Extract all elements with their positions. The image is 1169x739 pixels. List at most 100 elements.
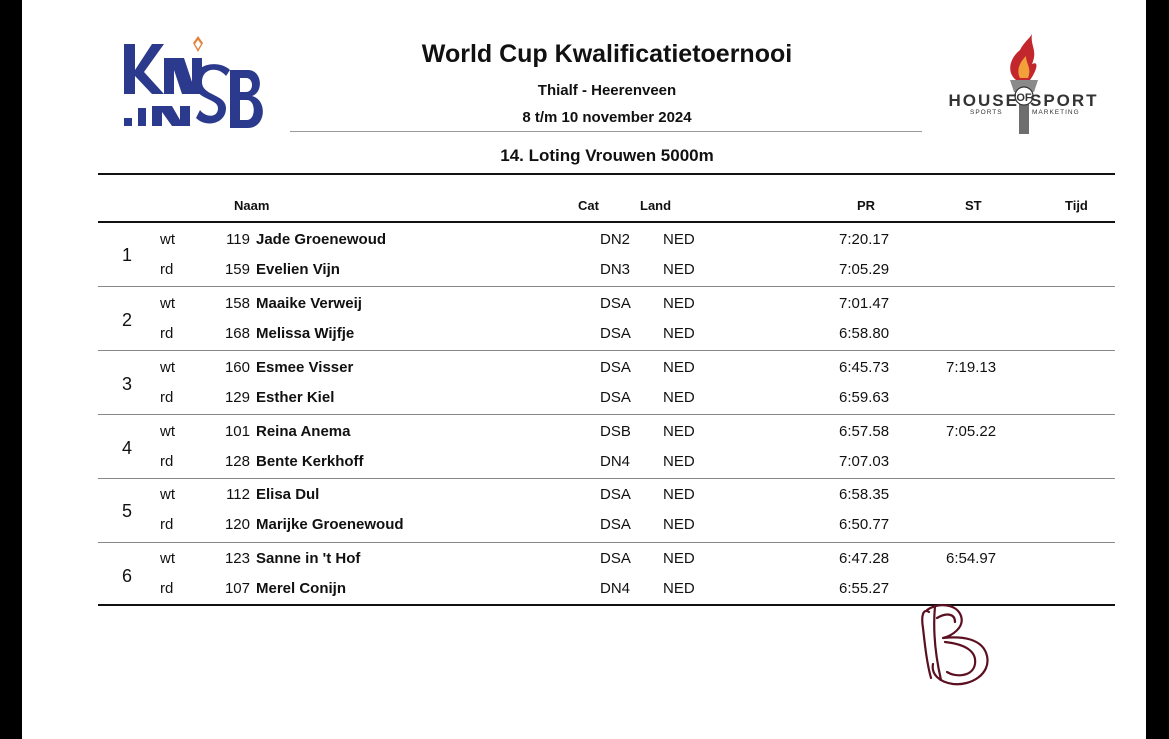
personal-record: 6:45.73 <box>839 359 890 376</box>
skater-name: Melissa Wijfje <box>256 325 355 342</box>
dates-text: 8 t/m 10 november 2024 <box>522 109 692 126</box>
skater-country: NED <box>663 580 695 597</box>
column-header-cat: Cat <box>578 198 599 213</box>
skater-number: 158 <box>224 295 250 312</box>
skater-number: 107 <box>224 580 250 597</box>
lane-label: rd <box>160 580 174 597</box>
skater-country: NED <box>663 516 695 533</box>
skater-country: NED <box>663 453 695 470</box>
lane-label: rd <box>160 389 174 406</box>
house-of-sports-logo: HOUSE OF SPORTS SPORTS MARKETING <box>949 34 1098 134</box>
table-top-rule <box>98 173 1115 175</box>
knsb-logo <box>124 36 263 128</box>
skater-name: Esther Kiel <box>256 389 335 406</box>
skater-country: NED <box>663 231 695 248</box>
skater-category: DSA <box>600 295 631 312</box>
skater-category: DN2 <box>600 231 631 248</box>
skater-number: 159 <box>224 261 250 278</box>
personal-record: 6:59.63 <box>839 389 890 406</box>
lane-label: rd <box>160 261 174 278</box>
personal-record: 7:20.17 <box>839 231 890 248</box>
skater-country: NED <box>663 423 695 440</box>
skater-number: 129 <box>224 389 250 406</box>
skater-country: NED <box>663 359 695 376</box>
skater-category: DN3 <box>600 261 631 278</box>
personal-record: 7:01.47 <box>839 295 890 312</box>
column-header-land: Land <box>640 198 672 213</box>
pair-number: 6 <box>121 566 132 586</box>
svg-text:OF: OF <box>1016 92 1032 104</box>
personal-record: 6:57.58 <box>839 423 890 440</box>
skater-number: 112 <box>226 486 250 503</box>
personal-record: 7:07.03 <box>839 453 890 470</box>
lane-label: wt <box>160 295 175 312</box>
skater-name: Merel Conijn <box>256 580 347 597</box>
personal-record: 7:05.29 <box>839 261 890 278</box>
lane-label: wt <box>160 359 175 376</box>
column-header-pr: PR <box>857 198 876 213</box>
skater-number: 160 <box>224 359 250 376</box>
column-header-st: ST <box>965 198 982 213</box>
pair-number: 4 <box>121 438 132 458</box>
skater-name: Jade Groenewoud <box>256 231 387 248</box>
skater-name: Reina Anema <box>256 423 351 440</box>
lane-label: wt <box>160 550 175 567</box>
skater-name: Elisa Dul <box>256 486 320 503</box>
skater-country: NED <box>663 550 695 567</box>
skater-country: NED <box>663 261 695 278</box>
document-page: World Cup Kwalificatietoernooi Thialf - … <box>22 0 1146 739</box>
skater-category: DSA <box>600 550 631 567</box>
lane-label: rd <box>160 453 174 470</box>
skater-name: Sanne in 't Hof <box>256 550 361 567</box>
skater-name: Evelien Vijn <box>256 261 340 278</box>
skater-category: DN4 <box>600 580 631 597</box>
skater-category: DSA <box>600 359 631 376</box>
personal-record: 6:55.27 <box>839 580 890 597</box>
svg-text:HOUSE: HOUSE <box>949 91 1019 110</box>
skater-number: 120 <box>224 516 250 533</box>
personal-record: 6:47.28 <box>839 550 890 567</box>
pair-number: 1 <box>121 245 132 265</box>
season-time: 7:05.22 <box>946 423 997 440</box>
skater-category: DN4 <box>600 453 631 470</box>
skater-category: DSA <box>600 516 631 533</box>
pair-number: 5 <box>121 501 132 521</box>
skater-country: NED <box>663 389 695 406</box>
lane-label: wt <box>160 423 175 440</box>
table-header-rule <box>98 221 1115 223</box>
draw-title: 14. Loting Vrouwen 5000m <box>500 146 714 165</box>
skater-category: DSA <box>600 389 631 406</box>
skater-country: NED <box>663 486 695 503</box>
skater-number: 168 <box>224 325 250 342</box>
skater-category: DSB <box>600 423 631 440</box>
skater-number: 101 <box>224 423 250 440</box>
skater-category: DSA <box>600 325 631 342</box>
svg-text:SPORTS: SPORTS <box>1030 91 1098 110</box>
lane-label: rd <box>160 516 174 533</box>
pair-divider <box>98 542 1115 543</box>
svg-text:MARKETING: MARKETING <box>1032 109 1080 116</box>
skater-name: Marijke Groenewoud <box>256 516 404 533</box>
personal-record: 6:58.80 <box>839 325 890 342</box>
season-time: 6:54.97 <box>946 550 997 567</box>
skater-category: DSA <box>600 486 631 503</box>
document-title: World Cup Kwalificatietoernooi <box>421 40 793 68</box>
table-bottom-rule <box>98 604 1115 606</box>
svg-text:SPORTS: SPORTS <box>970 109 1003 116</box>
personal-record: 6:58.35 <box>839 486 890 503</box>
skater-number: 119 <box>226 231 250 248</box>
pair-divider <box>98 478 1115 479</box>
skater-name: Maaike Verweij <box>256 295 362 312</box>
skater-name: Bente Kerkhoff <box>256 453 364 470</box>
handwritten-signature <box>921 604 989 686</box>
personal-record: 6:50.77 <box>839 516 890 533</box>
venue-text: Thialf - Heerenveen <box>537 82 677 99</box>
season-time: 7:19.13 <box>946 359 997 376</box>
column-header-tijd: Tijd <box>1065 198 1088 213</box>
pair-divider <box>98 350 1115 351</box>
header-divider <box>290 131 922 132</box>
column-header-naam: Naam <box>234 198 270 213</box>
lane-label: wt <box>160 486 175 503</box>
skater-number: 128 <box>224 453 250 470</box>
pair-divider <box>98 286 1115 287</box>
